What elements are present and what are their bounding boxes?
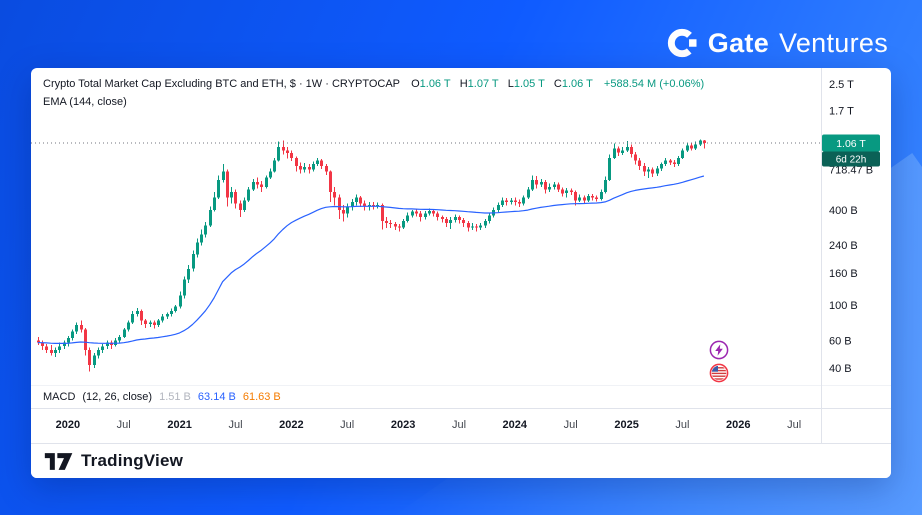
time-axis-label: Jul (451, 419, 467, 431)
ohlc-open-label: O (411, 78, 420, 90)
price-scale-label: 60 B (829, 335, 852, 347)
macd-params: (12, 26, close) (82, 391, 153, 403)
price-scale[interactable]: 2.5 T 1.7 T 718.47 B 400 B 240 B 160 B 100 B 60… (829, 79, 873, 375)
time-axis-label: 2025 (614, 419, 639, 431)
price-scale-label: 40 B (829, 363, 852, 375)
candles (37, 139, 706, 372)
time-axis-label: 2024 (502, 419, 528, 431)
price-scale-label: 400 B (829, 205, 858, 217)
macd-legend[interactable]: MACD (12, 26, close) 1.51 B 63.14 B 61.6… (31, 385, 891, 408)
time-axis-label: Jul (116, 419, 131, 431)
price-scale-label: 1.7 T (829, 106, 854, 118)
svg-text:6d 22h: 6d 22h (836, 155, 867, 166)
time-axis-label: Jul (340, 419, 355, 431)
chart-card: 2.5 T 1.7 T 718.47 B 400 B 240 B 160 B 100 B 60… (31, 68, 891, 478)
gate-logo-text-light: Ventures (779, 27, 888, 58)
ema-legend[interactable]: EMA (144, close) (43, 96, 127, 108)
tradingview-logo[interactable]: TradingView (44, 451, 183, 471)
us-flag-badge-icon[interactable] (709, 363, 729, 383)
chart-footer: TradingView (31, 443, 891, 478)
ohlc-high-label: H (459, 78, 468, 90)
price-chart-svg[interactable]: 2.5 T 1.7 T 718.47 B 400 B 240 B 160 B 100 B 60… (31, 68, 891, 385)
ohlc-open-value: 1.06 T (419, 78, 451, 90)
time-axis-label: 2021 (167, 419, 192, 431)
price-scale-label: 160 B (829, 268, 858, 280)
gate-logo-icon (667, 28, 697, 58)
tradingview-logo-icon (44, 452, 73, 470)
gate-logo-text-bold: Gate (707, 27, 770, 58)
price-scale-label: 100 B (829, 300, 858, 312)
time-axis-label: Jul (563, 419, 578, 431)
chart-sticker-badges (709, 340, 729, 383)
ohlc-high-value: 1.07 T (467, 78, 499, 90)
time-axis-label: Jul (787, 419, 802, 431)
chart-legend: Crypto Total Market Cap Excluding BTC an… (43, 76, 704, 110)
time-axis-label: Jul (675, 419, 690, 431)
time-axis-label: 2023 (390, 419, 416, 431)
ohlc-change-value: +588.54 M (+0.06%) (603, 78, 705, 90)
ohlc-low-label: L (507, 78, 514, 90)
price-scale-label: 2.5 T (829, 79, 854, 91)
tradingview-logo-text: TradingView (81, 451, 184, 470)
current-price-badge: 1.06 T 6d 22h (822, 134, 880, 167)
ohlc-close-value: 1.06 T (561, 78, 593, 90)
price-scale-label: 240 B (829, 240, 858, 252)
time-axis-label: 2026 (726, 419, 751, 431)
price-scale-label: 718.47 B (829, 165, 873, 177)
ema-line (37, 175, 705, 344)
time-axis-label: 2020 (55, 419, 81, 431)
chart-area: 2.5 T 1.7 T 718.47 B 400 B 240 B 160 B 100 B 60… (31, 68, 891, 443)
time-axis-label: Jul (228, 419, 243, 431)
time-axis[interactable]: 2020 Jul 2021 Jul 2022 Jul 2023 Jul 2024 Jul 2025 J… (31, 408, 891, 443)
macd-hist-value: 1.51 B (159, 391, 191, 403)
macd-signal-value: 61.63 B (242, 391, 281, 403)
lightning-badge-icon[interactable] (709, 340, 729, 360)
chart-title[interactable]: Crypto Total Market Cap Excluding BTC an… (43, 78, 401, 90)
gate-ventures-logo: Gate Ventures (666, 27, 888, 59)
svg-text:1.06 T: 1.06 T (836, 138, 866, 150)
ohlc-close-label: C (553, 78, 562, 90)
ohlc-low-value: 1.05 T (513, 78, 545, 90)
time-axis-label: 2022 (279, 419, 304, 431)
macd-label: MACD (43, 391, 76, 403)
macd-line-value: 63.14 B (197, 391, 236, 403)
